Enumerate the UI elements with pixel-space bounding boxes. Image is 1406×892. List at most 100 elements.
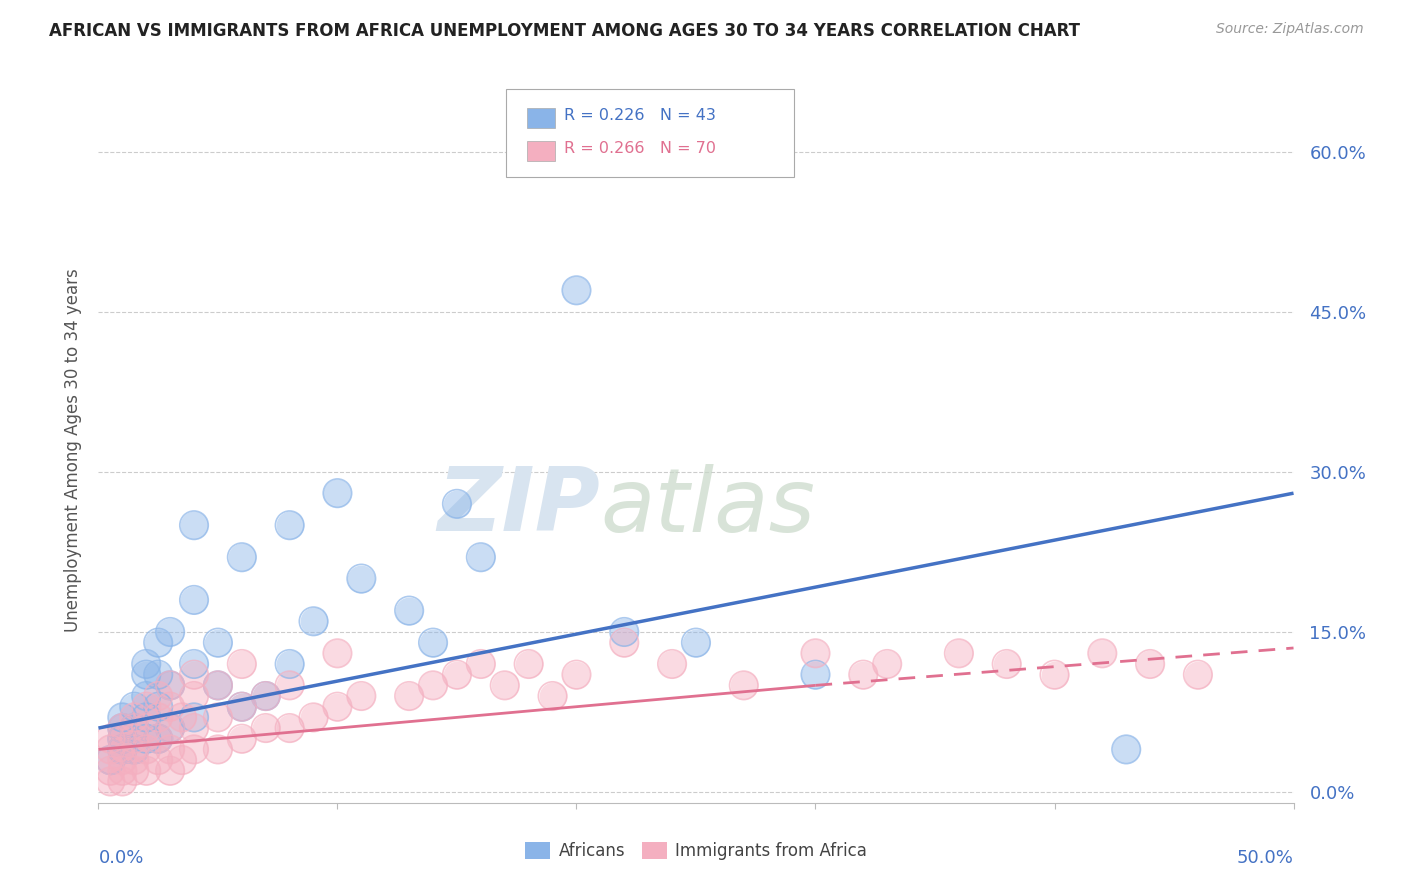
Point [98, 774, 122, 789]
Point [1115, 742, 1137, 756]
Point [852, 667, 875, 681]
Point [278, 721, 301, 735]
Point [111, 742, 134, 756]
Point [852, 667, 875, 681]
Point [685, 635, 707, 649]
Point [98, 753, 122, 767]
Point [124, 710, 146, 724]
Text: R = 0.266   N = 70: R = 0.266 N = 70 [564, 142, 716, 156]
Point [135, 657, 157, 671]
Point [231, 657, 253, 671]
Point [541, 689, 564, 703]
Point [183, 689, 205, 703]
Point [350, 572, 373, 586]
Point [111, 721, 134, 735]
Point [98, 764, 122, 778]
Point [111, 753, 134, 767]
Point [565, 283, 588, 297]
Point [326, 699, 349, 714]
Point [148, 731, 170, 746]
Point [278, 678, 301, 692]
Point [1091, 646, 1114, 660]
Point [98, 742, 122, 756]
Point [183, 657, 205, 671]
Point [207, 710, 229, 724]
Text: AFRICAN VS IMMIGRANTS FROM AFRICA UNEMPLOYMENT AMONG AGES 30 TO 34 YEARS CORRELA: AFRICAN VS IMMIGRANTS FROM AFRICA UNEMPL… [49, 22, 1080, 40]
Point [494, 678, 516, 692]
Point [135, 742, 157, 756]
Point [148, 689, 170, 703]
Point [183, 721, 205, 735]
Point [302, 710, 325, 724]
Point [613, 624, 636, 639]
Point [278, 518, 301, 533]
Legend: Africans, Immigrants from Africa: Africans, Immigrants from Africa [520, 837, 872, 865]
Point [995, 657, 1018, 671]
Point [804, 646, 827, 660]
Point [685, 635, 707, 649]
Point [661, 657, 683, 671]
Point [159, 764, 181, 778]
Point [111, 731, 134, 746]
Point [278, 657, 301, 671]
Point [207, 635, 229, 649]
Point [148, 635, 170, 649]
Point [231, 731, 253, 746]
Point [326, 646, 349, 660]
Point [183, 721, 205, 735]
Point [111, 721, 134, 735]
Point [422, 678, 444, 692]
Point [302, 615, 325, 629]
Point [159, 721, 181, 735]
Point [124, 731, 146, 746]
Point [98, 753, 122, 767]
Point [148, 689, 170, 703]
Point [565, 667, 588, 681]
Point [172, 710, 194, 724]
Point [159, 678, 181, 692]
Point [494, 678, 516, 692]
Point [124, 710, 146, 724]
Point [804, 667, 827, 681]
Point [207, 635, 229, 649]
Point [124, 721, 146, 735]
Text: Source: ZipAtlas.com: Source: ZipAtlas.com [1216, 22, 1364, 37]
Point [231, 550, 253, 565]
Point [733, 678, 755, 692]
Point [231, 699, 253, 714]
Point [278, 657, 301, 671]
Point [254, 689, 277, 703]
Point [159, 764, 181, 778]
Point [422, 635, 444, 649]
Point [302, 615, 325, 629]
Point [183, 689, 205, 703]
Point [135, 721, 157, 735]
Point [98, 753, 122, 767]
Point [876, 657, 898, 671]
Point [148, 699, 170, 714]
Point [159, 678, 181, 692]
Point [207, 742, 229, 756]
Point [231, 657, 253, 671]
Point [148, 710, 170, 724]
Point [159, 624, 181, 639]
Point [398, 689, 420, 703]
Point [148, 635, 170, 649]
Point [804, 646, 827, 660]
Point [135, 657, 157, 671]
Point [172, 753, 194, 767]
Point [207, 710, 229, 724]
Point [135, 667, 157, 681]
Point [565, 283, 588, 297]
Point [231, 550, 253, 565]
Point [350, 572, 373, 586]
Point [995, 657, 1018, 671]
Point [148, 667, 170, 681]
Point [470, 657, 492, 671]
Point [1187, 667, 1209, 681]
Point [1043, 667, 1066, 681]
Point [135, 689, 157, 703]
Point [159, 699, 181, 714]
Text: ZIP: ZIP [437, 463, 600, 550]
Point [135, 689, 157, 703]
